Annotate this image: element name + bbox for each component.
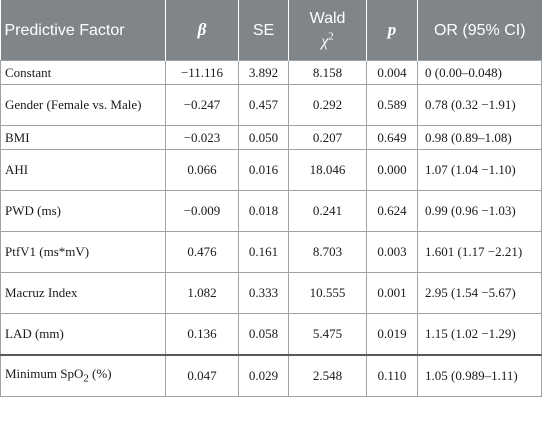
p-cell: 0.110 [366, 354, 418, 397]
se-cell: 0.058 [238, 313, 289, 356]
table-row: PWD (ms) −0.009 0.018 0.241 0.624 0.99 (… [0, 190, 542, 232]
wald-cell: 0.207 [288, 125, 367, 150]
table-row: AHI 0.066 0.016 18.046 0.000 1.07 (1.04 … [0, 149, 542, 191]
wald-cell: 8.703 [288, 231, 367, 273]
header-factor: Predictive Factor [0, 0, 166, 61]
or-cell: 0 (0.00–0.048) [417, 60, 542, 85]
factor-cell: Minimum SpO2 (%) [0, 354, 166, 397]
or-cell: 0.98 (0.89–1.08) [417, 125, 542, 150]
header-beta: β [165, 0, 239, 61]
beta-cell: −11.116 [165, 60, 239, 85]
beta-cell: 1.082 [165, 272, 239, 314]
header-row: Predictive Factor β SE Wald χ2 p OR (95% … [0, 0, 542, 61]
wald-cell: 0.292 [288, 84, 367, 126]
beta-cell: 0.476 [165, 231, 239, 273]
p-cell: 0.589 [366, 84, 418, 126]
se-cell: 0.333 [238, 272, 289, 314]
header-p: p [366, 0, 418, 61]
se-cell: 3.892 [238, 60, 289, 85]
p-cell: 0.003 [366, 231, 418, 273]
table-row: Macruz Index 1.082 0.333 10.555 0.001 2.… [0, 272, 542, 314]
p-cell: 0.624 [366, 190, 418, 232]
factor-cell: Macruz Index [0, 272, 166, 314]
beta-cell: 0.047 [165, 354, 239, 397]
or-cell: 1.07 (1.04 −1.10) [417, 149, 542, 191]
table-row: LAD (mm) 0.136 0.058 5.475 0.019 1.15 (1… [0, 313, 542, 356]
wald-cell: 8.158 [288, 60, 367, 85]
beta-cell: −0.009 [165, 190, 239, 232]
wald-cell: 2.548 [288, 354, 367, 397]
header-wald: Wald χ2 [288, 0, 367, 61]
factor-cell: AHI [0, 149, 166, 191]
table-row: Minimum SpO2 (%) 0.047 0.029 2.548 0.110… [0, 354, 542, 397]
header-or: OR (95% CI) [417, 0, 542, 61]
beta-cell: −0.023 [165, 125, 239, 150]
factor-cell: PWD (ms) [0, 190, 166, 232]
or-cell: 0.78 (0.32 −1.91) [417, 84, 542, 126]
wald-cell: 10.555 [288, 272, 367, 314]
factor-cell: LAD (mm) [0, 313, 166, 356]
header-se: SE [238, 0, 289, 61]
factor-cell: Gender (Female vs. Male) [0, 84, 166, 126]
p-cell: 0.001 [366, 272, 418, 314]
wald-cell: 5.475 [288, 313, 367, 356]
se-cell: 0.457 [238, 84, 289, 126]
beta-cell: −0.247 [165, 84, 239, 126]
wald-cell: 18.046 [288, 149, 367, 191]
table-row: BMI −0.023 0.050 0.207 0.649 0.98 (0.89–… [0, 125, 542, 150]
table-row: Gender (Female vs. Male) −0.247 0.457 0.… [0, 84, 542, 126]
table-row: PtfV1 (ms*mV) 0.476 0.161 8.703 0.003 1.… [0, 231, 542, 273]
se-cell: 0.018 [238, 190, 289, 232]
beta-cell: 0.066 [165, 149, 239, 191]
wald-cell: 0.241 [288, 190, 367, 232]
regression-table: Predictive Factor β SE Wald χ2 p OR (95% … [0, 0, 542, 397]
se-cell: 0.016 [238, 149, 289, 191]
beta-cell: 0.136 [165, 313, 239, 356]
or-cell: 1.601 (1.17 −2.21) [417, 231, 542, 273]
or-cell: 2.95 (1.54 −5.67) [417, 272, 542, 314]
p-cell: 0.649 [366, 125, 418, 150]
table-row: Constant −11.116 3.892 8.158 0.004 0 (0.… [0, 60, 542, 85]
se-cell: 0.029 [238, 354, 289, 397]
se-cell: 0.161 [238, 231, 289, 273]
p-cell: 0.004 [366, 60, 418, 85]
factor-cell: Constant [0, 60, 166, 85]
factor-cell: BMI [0, 125, 166, 150]
or-cell: 1.15 (1.02 −1.29) [417, 313, 542, 356]
se-cell: 0.050 [238, 125, 289, 150]
p-cell: 0.019 [366, 313, 418, 356]
factor-cell: PtfV1 (ms*mV) [0, 231, 166, 273]
or-cell: 1.05 (0.989–1.11) [417, 354, 542, 397]
p-cell: 0.000 [366, 149, 418, 191]
or-cell: 0.99 (0.96 −1.03) [417, 190, 542, 232]
